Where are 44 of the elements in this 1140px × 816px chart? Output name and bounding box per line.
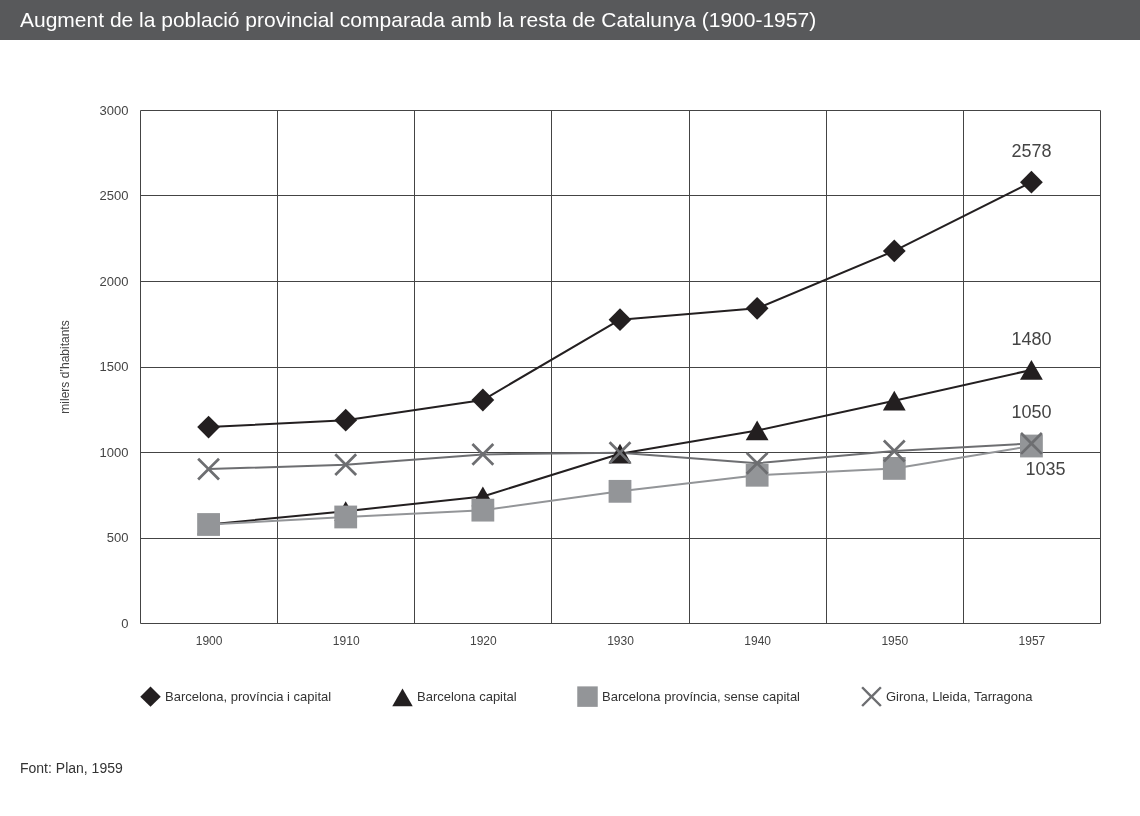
data-label: 1035 [1025,459,1066,480]
y-tick-label: 3000 [99,102,129,118]
point [608,479,632,503]
text: Font: Plan, 1959 [20,760,123,776]
point [608,308,632,332]
point [334,505,358,529]
point [882,239,906,263]
point [471,388,495,412]
y-tick-label: 1000 [99,444,129,460]
point [471,442,495,466]
legend-label: Girona, Lleida, Tarragona [886,688,1034,704]
point [334,453,358,477]
x-tick-label: 1930 [607,633,635,648]
y-tick-label: 0 [121,615,129,631]
point [745,451,769,475]
point [745,296,769,320]
point [1020,360,1043,380]
data-label: 1050 [1011,402,1052,423]
y-tick-label: 1500 [99,359,129,374]
y-tick-label: 2000 [99,273,129,289]
point [882,390,906,411]
point [745,420,769,441]
y-tick-label: 500 [106,530,129,545]
data-label: 2578 [1011,141,1052,162]
point [882,439,906,463]
chart-title: Augment de la població provincial comparada amb la resta de Catalunya (1900-1957) [0,0,1140,40]
x-tick-label: 1957 [1018,633,1046,648]
y-axis-title: milers d’habitants [57,320,72,414]
point [197,415,220,439]
x-tick-label: 1950 [881,633,909,648]
legend-label: Barcelona capital [417,689,517,705]
x-tick-label: 1920 [470,633,498,648]
point [471,498,495,522]
point [882,457,906,480]
y-tick-label: 2500 [99,188,129,203]
point [197,457,220,481]
x-tick-label: 1900 [195,633,223,648]
point [334,408,358,432]
legend-label: Barcelona província, sense capital [602,688,801,704]
x-tick-label: 1940 [744,633,772,648]
point [1020,170,1043,194]
legend-label: Barcelona, província i capital [165,688,332,704]
data-label: 1480 [1011,328,1052,349]
x-tick-label: 1910 [332,633,360,648]
